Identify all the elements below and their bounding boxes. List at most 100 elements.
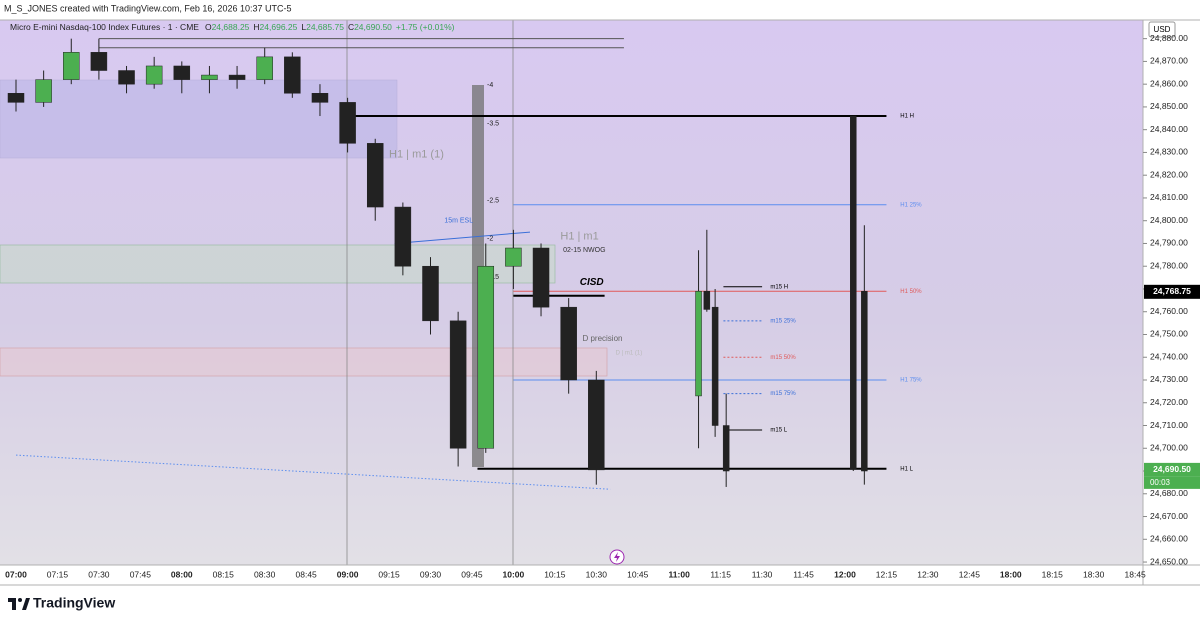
trendline [15, 454, 611, 490]
price-tag-label: 24,768.75 [1153, 286, 1191, 296]
candle-body [366, 143, 384, 208]
y-tick-label: 24,800.00 [1150, 215, 1188, 225]
y-tick-label: 24,860.00 [1150, 78, 1188, 88]
y-tick-label: 24,680.00 [1150, 488, 1188, 498]
y-tick-label: 24,880.00 [1150, 33, 1188, 43]
y-tick-label: 24,830.00 [1150, 147, 1188, 157]
x-tick-label: 12:45 [959, 569, 981, 579]
plot: H1 H H1 25% H1 50% H1 75% H1 L m15 H m15 25% m1… [7, 38, 922, 490]
zone [0, 347, 608, 377]
candle-body [711, 306, 719, 426]
candle-body [850, 115, 857, 469]
candle-body [90, 52, 108, 71]
x-tick-label: 08:15 [213, 569, 235, 579]
x-tick-label: 10:45 [627, 569, 649, 579]
candle-body [695, 290, 702, 397]
level-label: H1 L [900, 466, 913, 472]
x-tick-label: 07:45 [130, 569, 152, 579]
ohlc-value: 24,685.75 [306, 22, 344, 32]
brand-logo [8, 598, 30, 610]
candle-body [63, 52, 80, 80]
level-label: H1 75% [900, 378, 922, 384]
candle-body [560, 306, 577, 381]
ohlc-value: 24,690.50 [354, 22, 392, 32]
price-tag-label: 24,690.50 [1153, 464, 1191, 474]
candle-body [532, 247, 550, 308]
y-tick-label: 24,750.00 [1150, 329, 1188, 339]
candle-body [505, 247, 522, 267]
x-tick-label: 18:45 [1125, 569, 1147, 579]
y-tick-label: 24,850.00 [1150, 101, 1188, 111]
ohlc-key: O [205, 22, 212, 32]
zone [0, 79, 398, 159]
y-tick-label: 24,810.00 [1150, 192, 1188, 202]
y-tick-label: 24,720.00 [1150, 397, 1188, 407]
fib-label: -3.5 [487, 121, 499, 128]
candle-body [145, 65, 163, 85]
level-label: H1 H [900, 114, 914, 120]
currency-box[interactable] [1148, 21, 1176, 38]
y-tick-label: 24,660.00 [1150, 534, 1188, 544]
x-tick-label: 18:00 [1000, 569, 1022, 579]
y-tick-label: 24,730.00 [1150, 374, 1188, 384]
price-axis [1143, 20, 1200, 585]
candle-body [722, 425, 730, 472]
y-tick-label: 24,710.00 [1150, 420, 1188, 430]
x-tick-label: 09:45 [461, 569, 483, 579]
credit: M_S_JONES created with TradingView.com, … [4, 3, 291, 13]
level-label: m15 25% [770, 318, 796, 324]
candle-body [339, 102, 356, 144]
ohlc-key: L [301, 22, 306, 32]
x-tick-label: 10:15 [544, 569, 566, 579]
annotation: 02-15 NWOG [563, 247, 605, 254]
annotation: CISD [580, 277, 604, 288]
ohlc-value: 24,696.25 [260, 22, 298, 32]
candle-body [588, 379, 605, 471]
x-tick-label: 09:30 [420, 569, 442, 579]
brand: TradingView [33, 595, 115, 611]
candle-body [311, 93, 329, 103]
price-tag-sub [1144, 476, 1200, 489]
candle-body [449, 320, 467, 449]
price-tag-sub-label: 00:03 [1150, 478, 1171, 487]
annotation: D | m1 (1) [616, 350, 643, 356]
x-tick-label: 11:00 [669, 569, 691, 579]
trendline [394, 231, 531, 244]
candle-body [118, 70, 135, 85]
x-tick-label: 09:00 [337, 569, 359, 579]
candle-body [703, 290, 711, 310]
y-tick-label: 24,840.00 [1150, 124, 1188, 134]
level-label: m15 50% [770, 355, 796, 361]
x-tick-label: 12:30 [917, 569, 939, 579]
candle-body [284, 56, 301, 94]
y-tick-label: 24,870.00 [1150, 56, 1188, 66]
y-tick-label: 24,650.00 [1150, 556, 1188, 566]
x-tick-label: 09:15 [378, 569, 400, 579]
event-icon-bolt [614, 552, 620, 562]
level-label: H1 50% [900, 289, 922, 295]
x-tick-label: 08:45 [296, 569, 318, 579]
annotation: 15m ESL [444, 218, 473, 225]
x-tick-label: 07:15 [47, 569, 69, 579]
ohlc-key: C [348, 22, 354, 32]
level-label: m15 H [770, 284, 788, 290]
y-tick-label: 24,780.00 [1150, 260, 1188, 270]
candle-body [7, 93, 25, 103]
annotation: H1 | m1 (1) [389, 149, 444, 161]
y-tick-label: 24,740.00 [1150, 351, 1188, 361]
candle-body [422, 265, 439, 322]
x-tick-label: 07:00 [5, 569, 27, 579]
candle-body [201, 74, 218, 80]
zone [0, 244, 556, 284]
x-tick-label: 11:15 [710, 569, 731, 579]
y-tick-label: 24,700.00 [1150, 443, 1188, 453]
x-tick-label: 07:30 [88, 569, 110, 579]
x-tick-label: 08:00 [171, 569, 193, 579]
x-tick-label: 10:30 [586, 569, 608, 579]
x-tick-label: 08:30 [254, 569, 276, 579]
x-tick-label: 11:30 [752, 569, 773, 579]
level-label: H1 25% [900, 202, 922, 208]
symbol-name: Micro E-mini Nasdaq-100 Index Futures · … [10, 22, 199, 32]
candle-body [228, 74, 246, 80]
x-tick-label: 11:45 [793, 569, 814, 579]
